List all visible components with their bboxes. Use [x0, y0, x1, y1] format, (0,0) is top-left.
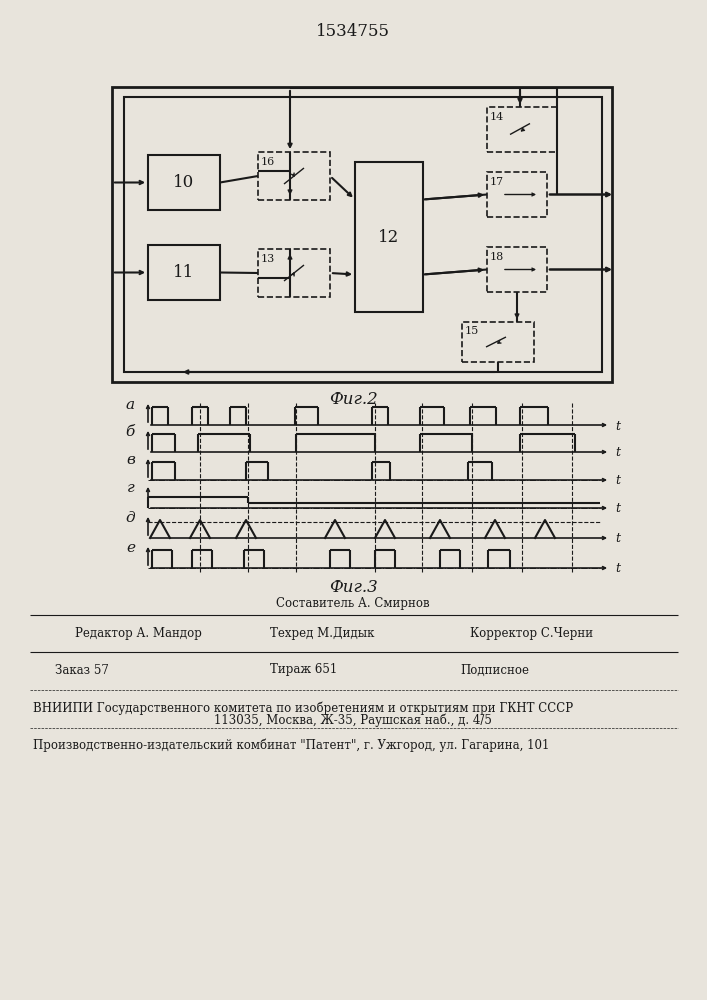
- Text: 16: 16: [261, 157, 275, 167]
- Text: ВНИИПИ Государственного комитета по изобретениям и открытиям при ГКНТ СССР: ВНИИПИ Государственного комитета по изоб…: [33, 701, 573, 715]
- Text: е: е: [126, 541, 135, 555]
- Text: t: t: [615, 502, 620, 516]
- Text: д: д: [125, 511, 135, 525]
- Bar: [487, 107, 557, 152]
- Text: 18: 18: [490, 252, 504, 262]
- Text: 14: 14: [490, 112, 504, 122]
- Text: t: t: [615, 475, 620, 488]
- Bar: [258, 152, 330, 200]
- Text: Подписное: Подписное: [460, 664, 529, 676]
- Text: Фиг.2: Фиг.2: [329, 390, 378, 408]
- Text: Производственно-издательский комбинат "Патент", г. Ужгород, ул. Гагарина, 101: Производственно-издательский комбинат "П…: [33, 738, 549, 752]
- Text: 12: 12: [378, 229, 399, 245]
- Bar: [148, 155, 220, 210]
- Text: а: а: [126, 398, 135, 412]
- Text: t: t: [615, 420, 620, 432]
- Text: Фиг.3: Фиг.3: [329, 580, 378, 596]
- Text: в: в: [126, 453, 135, 467]
- Text: t: t: [615, 532, 620, 546]
- Text: Редактор А. Мандор: Редактор А. Мандор: [75, 626, 202, 640]
- Text: б: б: [126, 425, 135, 439]
- Bar: [355, 162, 423, 312]
- Text: Тираж 651: Тираж 651: [270, 664, 337, 676]
- Text: 17: 17: [490, 177, 504, 187]
- Bar: [258, 249, 330, 297]
- Text: Заказ 57: Заказ 57: [55, 664, 109, 676]
- Bar: [462, 322, 534, 362]
- Text: 15: 15: [465, 326, 479, 336]
- Text: t: t: [615, 562, 620, 576]
- Text: t: t: [615, 446, 620, 460]
- Bar: [487, 172, 547, 217]
- Text: 10: 10: [173, 174, 194, 191]
- Bar: [124, 97, 602, 372]
- Bar: [487, 247, 547, 292]
- Text: 113035, Москва, Ж-35, Раушская наб., д. 4/5: 113035, Москва, Ж-35, Раушская наб., д. …: [214, 713, 492, 727]
- Text: г: г: [127, 481, 135, 495]
- Text: Составитель А. Смирнов: Составитель А. Смирнов: [276, 596, 430, 609]
- Text: 11: 11: [173, 264, 194, 281]
- Bar: [148, 245, 220, 300]
- Text: Корректор С.Черни: Корректор С.Черни: [470, 626, 593, 640]
- Text: 1534755: 1534755: [316, 23, 390, 40]
- Text: Техред М.Дидык: Техред М.Дидык: [270, 626, 375, 640]
- Bar: [112, 87, 612, 382]
- Text: 13: 13: [261, 254, 275, 264]
